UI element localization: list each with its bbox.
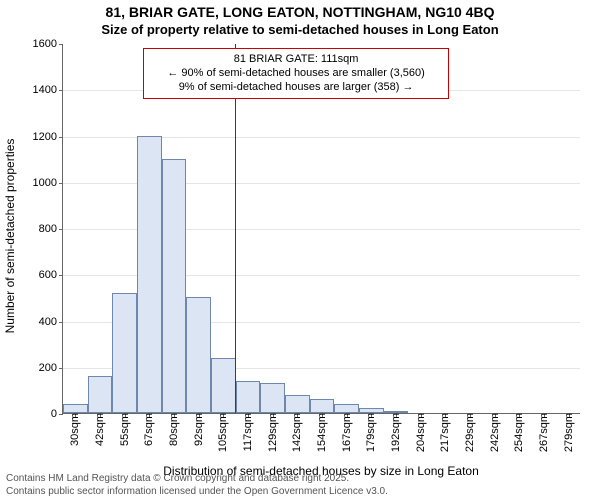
histogram-bar <box>236 381 261 413</box>
x-tick-label: 55sqm <box>115 413 131 446</box>
x-tick-label: 117sqm <box>238 413 254 451</box>
histogram-bar <box>88 376 113 413</box>
chart-subtitle: Size of property relative to semi-detach… <box>0 22 600 37</box>
y-tick-label: 1600 <box>33 38 63 50</box>
y-axis-label: Number of semi-detached properties <box>3 51 17 421</box>
footer-line: Contains HM Land Registry data © Crown c… <box>6 473 388 486</box>
x-tick-label: 80sqm <box>164 413 180 446</box>
annotation-box: 81 BRIAR GATE: 111sqm← 90% of semi-detac… <box>143 48 449 99</box>
chart-title: 81, BRIAR GATE, LONG EATON, NOTTINGHAM, … <box>0 4 600 20</box>
x-tick-label: 67sqm <box>139 413 155 446</box>
histogram-bar <box>63 404 88 413</box>
histogram-bar <box>112 293 137 413</box>
reference-line <box>235 44 236 413</box>
annotation-line: 81 BRIAR GATE: 111sqm <box>150 53 442 67</box>
x-tick-label: 242sqm <box>485 413 501 452</box>
x-tick-label: 167sqm <box>337 413 353 452</box>
histogram-bar <box>310 399 335 413</box>
histogram-bar <box>137 136 162 414</box>
histogram-bar <box>260 383 285 413</box>
x-tick-label: 279sqm <box>559 413 575 452</box>
x-tick-label: 217sqm <box>435 413 451 452</box>
chart-container: 81, BRIAR GATE, LONG EATON, NOTTINGHAM, … <box>0 0 600 500</box>
x-tick-label: 154sqm <box>312 413 328 452</box>
x-tick-label: 229sqm <box>460 413 476 452</box>
y-tick-label: 400 <box>39 316 63 328</box>
footer-line: Contains public sector information licen… <box>6 486 388 499</box>
histogram-bar <box>186 297 211 413</box>
histogram-bar <box>334 404 359 413</box>
y-tick-label: 600 <box>39 269 63 281</box>
y-tick-label: 0 <box>51 408 63 420</box>
x-tick-label: 192sqm <box>386 413 402 452</box>
footer-attribution: Contains HM Land Registry data © Crown c… <box>6 473 388 498</box>
histogram-bar <box>162 159 187 413</box>
plot-area: 0200400600800100012001400160030sqm42sqm5… <box>62 44 580 414</box>
y-tick-label: 1200 <box>33 131 63 143</box>
annotation-line: 9% of semi-detached houses are larger (3… <box>150 81 442 95</box>
x-tick-label: 42sqm <box>90 413 106 446</box>
x-tick-label: 129sqm <box>263 413 279 452</box>
y-tick-label: 200 <box>39 362 63 374</box>
x-tick-label: 179sqm <box>361 413 377 452</box>
y-tick-label: 800 <box>39 223 63 235</box>
y-tick-label: 1000 <box>33 177 63 189</box>
histogram-bar <box>285 395 310 414</box>
annotation-line: ← 90% of semi-detached houses are smalle… <box>150 67 442 81</box>
x-tick-label: 142sqm <box>287 413 303 452</box>
x-tick-label: 267sqm <box>534 413 550 452</box>
y-tick-label: 1400 <box>33 84 63 96</box>
histogram-bar <box>211 358 236 414</box>
x-tick-label: 105sqm <box>213 413 229 452</box>
x-tick-label: 254sqm <box>509 413 525 452</box>
x-tick-label: 92sqm <box>189 413 205 446</box>
x-tick-label: 204sqm <box>411 413 427 452</box>
x-tick-label: 30sqm <box>65 413 81 446</box>
